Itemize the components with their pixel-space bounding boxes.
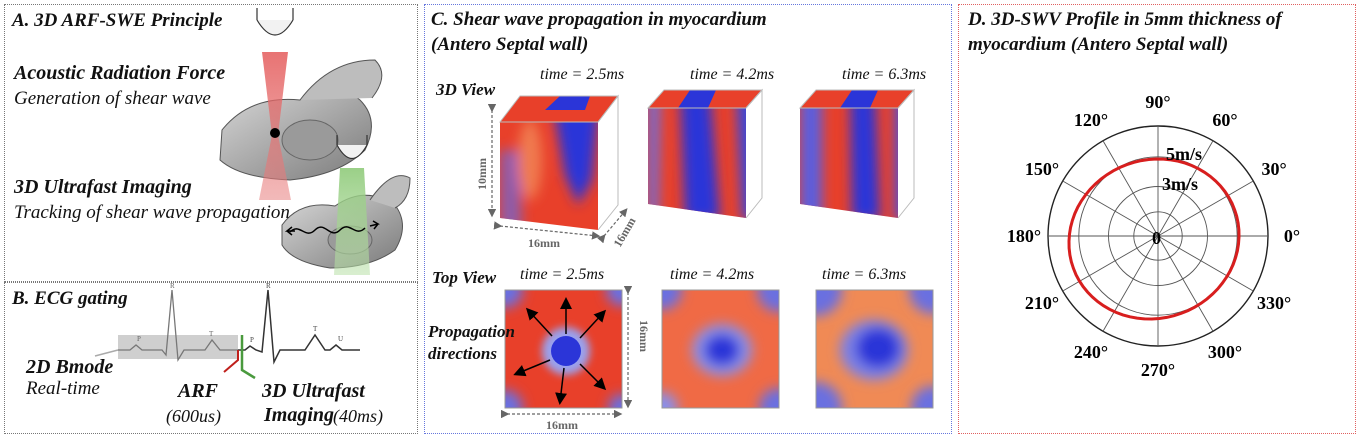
heart-slice-1	[219, 59, 383, 181]
panel-b-title: B. ECG gating	[12, 288, 128, 309]
ecg-peak-p1: P	[137, 335, 141, 343]
panel-c	[424, 4, 952, 434]
top-view-3	[815, 289, 934, 409]
arf-duration: (600us)	[166, 406, 221, 426]
focal-point	[270, 128, 280, 138]
dim-10mm: 10mm	[475, 158, 489, 190]
ecg-peak-r2: R	[266, 282, 271, 290]
ecg-peak-t2: T	[313, 325, 318, 333]
imaging-description: Tracking of shear wave propagation	[14, 202, 290, 223]
angle-label-210: 210°	[1025, 293, 1059, 313]
dim-16mm-top-height: 16mm	[637, 320, 651, 352]
panel-b	[4, 282, 418, 434]
angle-label-30: 30°	[1261, 159, 1286, 179]
propagation-label-2: directions	[428, 344, 497, 363]
imaging-beam	[334, 168, 370, 275]
time-3d-3: time = 6.3ms	[842, 66, 927, 83]
polar-angle-labels: 0° 30° 60° 90° 120° 150° 180° 210° 240° 270° 300° 3…	[1007, 92, 1300, 380]
imaging-heading: 3D Ultrafast Imaging	[14, 176, 192, 198]
arf-marker	[223, 350, 239, 373]
ecg-trace-1	[118, 289, 238, 363]
angle-label-90: 90°	[1145, 92, 1170, 112]
angle-label-180: 180°	[1007, 226, 1041, 246]
center-label: 0	[1152, 228, 1161, 248]
arf-beam	[259, 52, 291, 200]
panel-a	[4, 4, 418, 282]
dim-16mm-width: 16mm	[528, 236, 560, 250]
polar-grid	[1047, 125, 1269, 347]
dim-16mm-top-width: 16mm	[546, 418, 578, 432]
cube-3d-3	[798, 88, 916, 219]
transducer-1-icon	[256, 8, 294, 36]
bmode-heading: 2D Bmode	[26, 356, 114, 378]
angle-label-150: 150°	[1025, 159, 1059, 179]
angle-label-300: 300°	[1208, 342, 1242, 362]
panel-c-title-2: (Antero Septal wall)	[431, 34, 589, 55]
ecg-trace-2	[238, 289, 360, 365]
angle-label-120: 120°	[1074, 110, 1108, 130]
panel-d-title-2: myocardium (Antero Septal wall)	[968, 34, 1229, 55]
arf-heading: Acoustic Radiation Force	[14, 62, 226, 84]
time-top-1: time = 2.5ms	[520, 266, 605, 283]
time-3d-1: time = 2.5ms	[540, 66, 625, 83]
top-view-1	[504, 289, 623, 409]
ecg-peak-p2: P	[250, 336, 254, 344]
imaging-label-1: 3D Ultrafast	[262, 380, 365, 402]
angle-label-270: 270°	[1141, 360, 1175, 380]
imaging-duration: (40ms)	[333, 406, 383, 426]
polar-spoke	[1062, 180, 1254, 292]
propagation-label-1: Propagation	[428, 322, 515, 341]
top-view-2	[661, 289, 780, 409]
imaging-marker	[240, 335, 256, 380]
arf-label: ARF	[178, 380, 219, 402]
panel-a-title: A. 3D ARF-SWE Principle	[12, 10, 223, 31]
swv-profile-curve	[1067, 157, 1241, 321]
time-top-2: time = 4.2ms	[670, 266, 755, 283]
view-3d-label: 3D View	[436, 80, 496, 99]
ecg-peak-r1: R	[170, 282, 175, 290]
ring-label-5ms: 5m/s	[1166, 144, 1202, 164]
bmode-description: Real-time	[26, 378, 100, 399]
shear-wave-icon	[289, 226, 366, 234]
angle-label-330: 330°	[1257, 293, 1291, 313]
ring-label-3ms: 3m/s	[1162, 174, 1198, 194]
imaging-label-2: Imaging	[264, 404, 335, 426]
angle-label-0: 0°	[1284, 226, 1300, 246]
angle-label-60: 60°	[1212, 110, 1237, 130]
time-top-3: time = 6.3ms	[822, 266, 907, 283]
arf-description: Generation of shear wave	[14, 88, 211, 109]
panel-d	[958, 4, 1356, 434]
panel-c-title-1: C. Shear wave propagation in myocardium	[431, 9, 767, 30]
cube-3d-1	[498, 94, 620, 231]
panel-d-title-1: D. 3D-SWV Profile in 5mm thickness of	[968, 9, 1282, 30]
time-3d-2: time = 4.2ms	[690, 66, 775, 83]
angle-label-240: 240°	[1074, 342, 1108, 362]
transducer-2-icon	[336, 135, 368, 160]
view-top-label: Top View	[432, 268, 497, 287]
ecg-peak-t1: T	[209, 330, 214, 338]
ecg-peak-u: U	[338, 335, 343, 343]
cube-3d-2	[646, 88, 764, 219]
